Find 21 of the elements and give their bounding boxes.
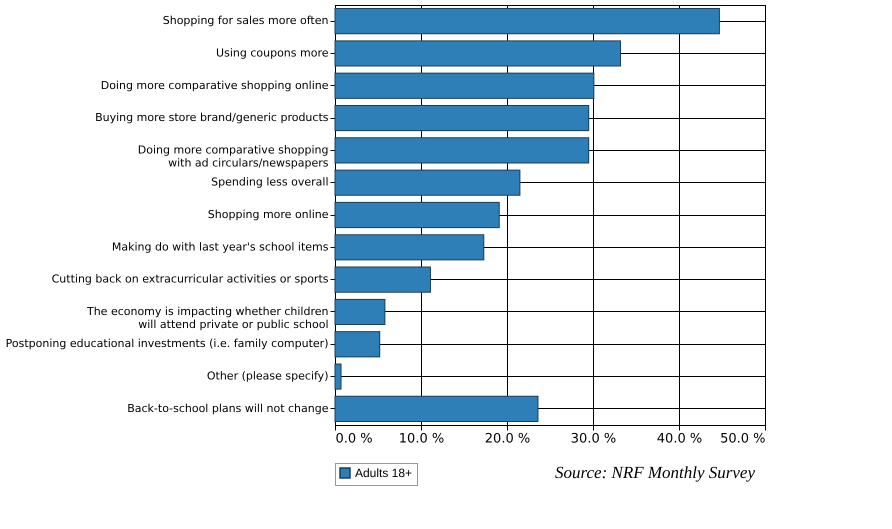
y-tick-label: Buying more store brand/generic products — [95, 111, 329, 124]
y-tick-label: Back-to-school plans will not change — [127, 402, 329, 415]
source-note: Source: NRF Monthly Survey — [555, 463, 756, 482]
y-tick-label: Postponing educational investments (i.e. family computer) — [6, 337, 328, 350]
y-tick-label: Shopping for sales more often — [162, 14, 329, 28]
x-tick-label: 10.0 % — [398, 432, 444, 446]
legend-label: Adults 18+ — [355, 466, 412, 480]
y-tick-label: Making do with last year's school items — [112, 240, 329, 254]
x-tick-label: 50.0 % — [720, 432, 766, 446]
y-tick-label: Other (please specify) — [206, 370, 328, 383]
y-tick-label: Doing more comparative shopping online — [100, 78, 329, 92]
y-tick-label: Spending less overall — [211, 176, 328, 189]
y-tick-label: Using coupons more — [216, 46, 329, 60]
y-tick-label: Doing more comparative shopping with ad circulars/newspapers — [138, 143, 329, 170]
x-tick-label: 40.0 % — [656, 432, 702, 446]
y-tick-label: Shopping more online — [208, 208, 329, 221]
y-tick-label: The economy is impacting whether children will attend private or public school — [86, 304, 329, 331]
x-tick-label: 0.0 % — [336, 432, 373, 446]
x-tick-label: 30.0 % — [570, 432, 616, 446]
y-tick-label: Cutting back on extracurricular activities or sports — [52, 272, 329, 286]
x-tick-label: 20.0 % — [484, 432, 530, 446]
